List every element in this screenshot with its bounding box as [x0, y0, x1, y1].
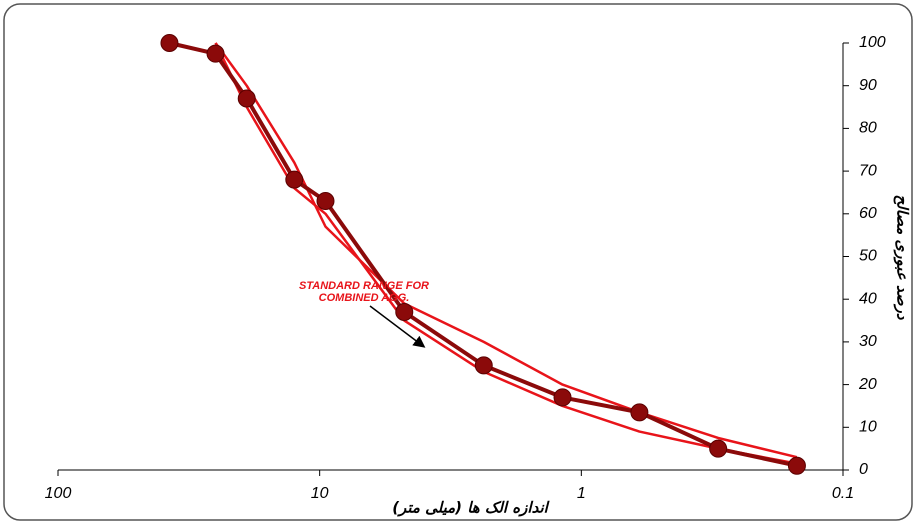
data-point: [709, 439, 728, 458]
data-point: [316, 191, 335, 210]
series-line: [214, 42, 798, 465]
data-point: [206, 44, 225, 63]
y-tick-label: 10: [859, 419, 877, 436]
x-tick-label: 10: [311, 485, 329, 502]
y-tick-label: 90: [859, 77, 877, 94]
plot-area: 0 10 20 30 40 50 60 70 80 90 100 100 10 1 0.1: [45, 34, 886, 502]
data-point: [553, 388, 572, 407]
data-point: [787, 456, 806, 475]
y-tick-label: 30: [859, 333, 877, 350]
y-tick-label: 50: [859, 248, 877, 265]
x-tick-label: 1: [577, 485, 586, 502]
data-point: [160, 34, 179, 52]
data-point: [630, 403, 649, 422]
x-tick-label: 0.1: [832, 485, 854, 502]
annotation: STANDARD RANGE FOR: [299, 280, 429, 292]
x-tick-label: 100: [45, 485, 72, 502]
series-line: [214, 42, 798, 459]
y-tick-label: 80: [859, 120, 877, 137]
annotation: COMBINED AGG.: [319, 292, 410, 304]
annotation-arrow: [369, 305, 426, 348]
frame: [3, 3, 913, 521]
x-axis-label: اندازه الک ها (میلی متر): [392, 499, 549, 517]
y-tick-label: 0: [859, 461, 868, 478]
y-tick-label: 100: [859, 34, 886, 51]
y-tick-label: 20: [858, 376, 877, 393]
data-point: [285, 170, 304, 189]
data-point: [474, 356, 493, 375]
data-point: [237, 89, 256, 108]
y-axis-label: درصد عبوری مصالح: [894, 194, 912, 320]
y-tick-label: 60: [859, 205, 877, 222]
data-point: [395, 303, 414, 322]
y-tick-label: 40: [859, 290, 877, 307]
y-tick-label: 70: [859, 162, 877, 179]
